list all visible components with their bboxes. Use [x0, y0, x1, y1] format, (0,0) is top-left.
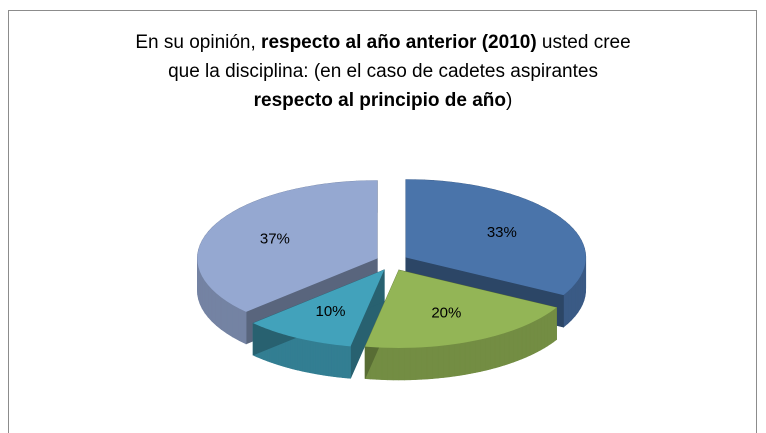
slice-side: [320, 342, 324, 376]
slice-top: [365, 269, 557, 348]
slice-side: [437, 345, 444, 379]
slice-side: [328, 343, 332, 377]
slice-side: [398, 347, 405, 381]
slice-side: [544, 313, 548, 349]
slice-side: [344, 345, 349, 379]
title-part: respecto al año anterior (2010): [261, 32, 537, 53]
slice-side: [292, 336, 296, 370]
slice-side: [499, 332, 505, 367]
slice-top: [197, 180, 378, 312]
slice-top: [405, 179, 586, 296]
slice-side: [339, 344, 343, 378]
slice-side: [553, 306, 557, 343]
slice-side: [494, 334, 501, 369]
pie-slice: [364, 269, 557, 381]
slice-side: [504, 331, 510, 366]
slice-side: [469, 340, 476, 374]
slice-side: [299, 338, 303, 372]
title-part: respecto al principio de año: [253, 90, 506, 111]
data-label: 20%: [431, 305, 461, 322]
slice-side: [331, 343, 335, 377]
slice-side: [201, 275, 206, 314]
slice-side: [571, 283, 576, 321]
slice-side: [459, 342, 466, 376]
slice-side: [508, 329, 514, 365]
pie-slice: [252, 269, 385, 379]
slice-top: [253, 269, 385, 347]
title-part: usted cree que la disciplina: (en el cas…: [168, 32, 631, 82]
chart-border: [8, 10, 757, 433]
slice-side: [443, 344, 450, 378]
slice-side: [454, 343, 461, 377]
slice-side: [448, 343, 455, 378]
chart-title: En su opinión, respecto al año anterior …: [133, 28, 633, 115]
slice-side: [226, 300, 233, 338]
slice-side: [547, 311, 552, 347]
slice-side: [304, 339, 308, 373]
slice-side: [563, 290, 569, 328]
slice-side: [294, 337, 298, 371]
slice-side: [333, 344, 338, 378]
slice-side: [336, 344, 340, 378]
slice-side: [475, 339, 481, 373]
slice-side: [375, 347, 383, 380]
title-part: ): [506, 90, 513, 111]
slice-side: [392, 347, 400, 381]
slice-side: [238, 308, 247, 345]
slice-side: [577, 275, 581, 314]
slice-side: [426, 346, 433, 380]
slice-side: [464, 341, 471, 375]
slice-side: [211, 288, 217, 327]
slice-side: [580, 272, 583, 309]
slice-side: [302, 338, 306, 373]
slice-side: [309, 340, 314, 374]
slice-side: [404, 347, 411, 381]
title-part: En su opinión,: [135, 32, 262, 53]
data-label: 10%: [316, 303, 346, 320]
slice-side: [199, 271, 203, 309]
slice-side: [533, 319, 538, 355]
slice-side: [232, 304, 240, 342]
slice-side: [289, 335, 293, 370]
slice-side: [325, 343, 329, 377]
data-label: 37%: [260, 230, 290, 247]
slice-side: [215, 292, 222, 330]
slice-side: [550, 309, 555, 345]
slice-side: [387, 347, 394, 381]
slice-side: [490, 335, 496, 370]
slice-side: [317, 341, 321, 376]
slice-side: [220, 296, 228, 334]
slice-side: [297, 337, 301, 372]
slice-side: [315, 341, 319, 375]
slice-side: [409, 347, 417, 381]
slice-side: [540, 315, 545, 351]
slice-side: [517, 326, 523, 361]
slice-side: [307, 339, 311, 374]
slice-side: [513, 328, 519, 363]
slice-side: [207, 284, 213, 323]
slice-side: [574, 279, 579, 317]
slice-side: [323, 342, 327, 376]
slice-side: [480, 337, 486, 372]
slice-side: [381, 347, 388, 381]
slice-side: [312, 340, 316, 375]
slice-side: [204, 279, 209, 318]
slice-side: [521, 324, 527, 360]
slice-side: [537, 317, 542, 353]
slice-side: [432, 345, 439, 379]
slice-side: [485, 336, 491, 371]
slice-side: [421, 346, 428, 380]
slice-side: [525, 322, 531, 358]
slice-side: [341, 345, 346, 379]
slice-side: [347, 345, 351, 379]
slice-side: [529, 321, 535, 356]
slice-side: [567, 287, 572, 325]
slice-side: [415, 347, 422, 380]
data-label: 33%: [487, 224, 517, 241]
pie-slice: [197, 180, 378, 345]
